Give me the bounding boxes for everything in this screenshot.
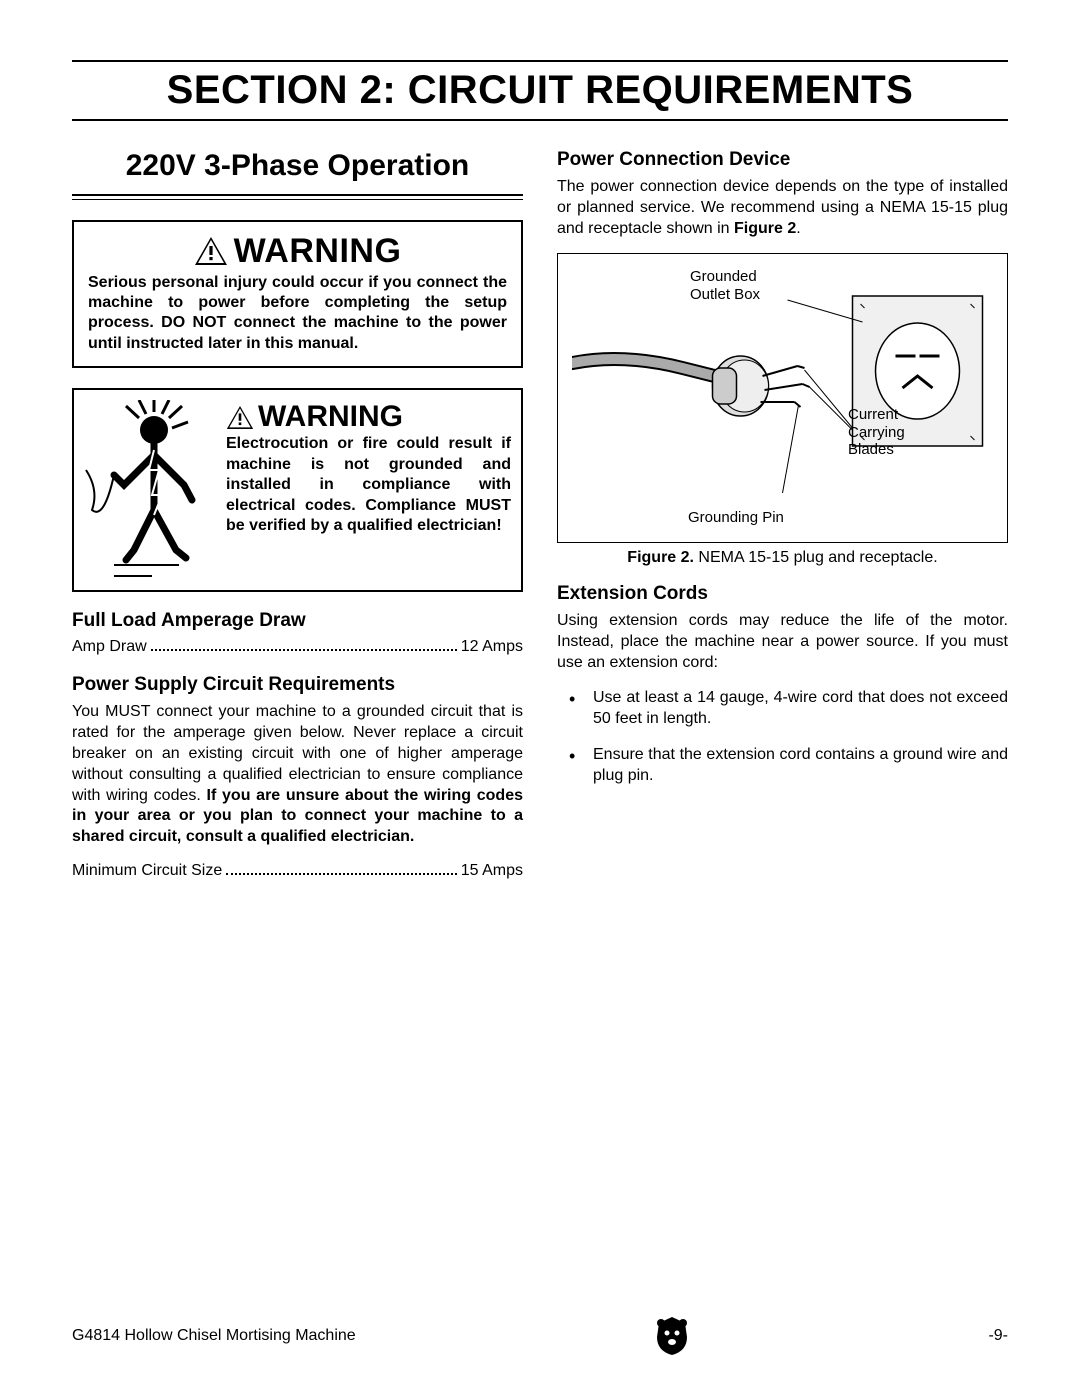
warning-text: Serious personal injury could occur if y… [88,273,507,355]
full-load-heading: Full Load Amperage Draw [72,610,523,632]
warning-2-label: WARNING [258,400,403,434]
ext-cords-para: Using extension cords may reduce the lif… [557,611,1008,673]
figure-caption-bold: Figure 2. [627,549,694,566]
amp-draw-label: Amp Draw [72,638,147,656]
figure-caption-rest: NEMA 15-15 plug and receptacle. [694,549,938,566]
list-item: Ensure that the extension cord contains … [557,745,1008,787]
pcd-period: . [796,220,800,237]
subsection-heading: 220V 3-Phase Operation [72,149,523,196]
warning-2-text: Electrocution or fire could result if ma… [226,434,511,536]
min-circuit-value: 15 Amps [461,862,523,880]
label-text: Current Carrying Blades [848,406,928,458]
amp-draw-value: 12 Amps [461,638,523,656]
warning-triangle-icon [194,236,228,266]
right-column: Power Connection Device The power connec… [557,149,1008,898]
warning-2-header: WARNING [226,400,511,434]
fig-label-outlet: Grounded Outlet Box [690,268,770,303]
power-supply-heading: Power Supply Circuit Requirements [72,674,523,696]
two-column-layout: 220V 3-Phase Operation WARNING Serious p… [72,149,1008,898]
warning-triangle-icon [226,405,254,430]
ext-cords-list: Use at least a 14 gauge, 4-wire cord tha… [557,688,1008,787]
dot-leader [226,873,456,875]
min-circuit-label: Minimum Circuit Size [72,862,222,880]
dot-leader [151,649,457,651]
warning-box-2: WARNING Electrocution or fire could resu… [72,388,523,592]
footer-left: G4814 Hollow Chisel Mortising Machine [72,1327,356,1345]
power-supply-para: You MUST connect your machine to a groun… [72,702,523,848]
warning-header: WARNING [88,232,507,271]
warning-box-1: WARNING Serious personal injury could oc… [72,220,523,369]
left-column: 220V 3-Phase Operation WARNING Serious p… [72,149,523,898]
pcd-para: The power connection device depends on t… [557,177,1008,239]
plug-receptacle-diagram [572,268,993,528]
pcd-heading: Power Connection Device [557,149,1008,171]
label-text: Grounded Outlet Box [690,268,770,303]
electrocution-icon [84,400,214,580]
rule [72,196,523,200]
page-footer: G4814 Hollow Chisel Mortising Machine -9… [72,1315,1008,1357]
section-title: SECTION 2: CIRCUIT REQUIREMENTS [72,60,1008,121]
warning-label: WARNING [234,232,402,271]
ext-cords-heading: Extension Cords [557,583,1008,605]
fig-label-pin: Grounding Pin [688,509,784,526]
amp-draw-row: Amp Draw 12 Amps [72,638,523,656]
min-circuit-row: Minimum Circuit Size 15 Amps [72,862,523,880]
list-item: Use at least a 14 gauge, 4-wire cord tha… [557,688,1008,730]
warning-2-content: WARNING Electrocution or fire could resu… [226,400,511,580]
label-text: Grounding Pin [688,509,784,526]
figure-caption: Figure 2. NEMA 15-15 plug and receptacle… [557,549,1008,567]
pcd-bold: Figure 2 [734,220,796,237]
fig-label-blades: Current Carrying Blades [848,406,928,458]
footer-right: -9- [988,1327,1008,1345]
bear-logo-icon [653,1315,691,1357]
figure-2-box: Grounded Outlet Box Current Carrying Bla… [557,253,1008,543]
